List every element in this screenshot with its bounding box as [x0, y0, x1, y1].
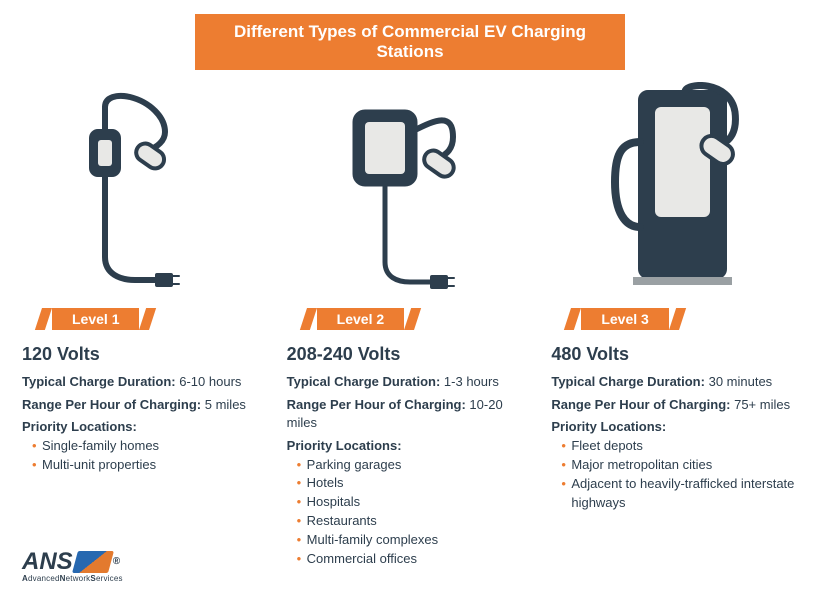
logo-subtitle: AdvancedNetworkServices: [22, 574, 123, 583]
charger-level-3-icon: [551, 82, 798, 292]
duration-spec: Typical Charge Duration: 6-10 hours: [22, 373, 269, 391]
list-item: Major metropolitan cities: [561, 456, 798, 475]
list-item: Fleet depots: [561, 437, 798, 456]
list-item: Hotels: [297, 474, 534, 493]
page-title: Different Types of Commercial EV Chargin…: [195, 14, 625, 70]
column-level-3: Level 3 480 Volts Typical Charge Duratio…: [551, 82, 798, 569]
locations-list: Single-family homes Multi-unit propertie…: [22, 437, 269, 475]
locations-list: Parking garages Hotels Hospitals Restaur…: [287, 456, 534, 569]
charger-level-2-icon: [287, 82, 534, 292]
list-item: Commercial offices: [297, 550, 534, 569]
list-item: Parking garages: [297, 456, 534, 475]
duration-spec: Typical Charge Duration: 30 minutes: [551, 373, 798, 391]
range-spec: Range Per Hour of Charging: 10-20 miles: [287, 396, 534, 432]
locations-list: Fleet depots Major metropolitan cities A…: [551, 437, 798, 512]
volts-label: 120 Volts: [22, 344, 269, 365]
level-badge: Level 2: [317, 308, 404, 330]
column-level-1: Level 1 120 Volts Typical Charge Duratio…: [22, 82, 269, 569]
list-item: Hospitals: [297, 493, 534, 512]
columns-container: Level 1 120 Volts Typical Charge Duratio…: [22, 82, 798, 569]
logo-swoosh-icon: [72, 551, 114, 573]
range-spec: Range Per Hour of Charging: 75+ miles: [551, 396, 798, 414]
locations-title: Priority Locations:: [22, 419, 269, 434]
range-spec: Range Per Hour of Charging: 5 miles: [22, 396, 269, 414]
list-item: Multi-unit properties: [32, 456, 269, 475]
logo-main: ANS®: [22, 550, 123, 574]
column-level-2: Level 2 208-240 Volts Typical Charge Dur…: [287, 82, 534, 569]
locations-title: Priority Locations:: [287, 438, 534, 453]
list-item: Restaurants: [297, 512, 534, 531]
ans-logo: ANS® AdvancedNetworkServices: [22, 550, 123, 583]
duration-spec: Typical Charge Duration: 1-3 hours: [287, 373, 534, 391]
list-item: Adjacent to heavily-trafficked interstat…: [561, 475, 798, 513]
level-badge: Level 1: [52, 308, 139, 330]
list-item: Multi-family complexes: [297, 531, 534, 550]
list-item: Single-family homes: [32, 437, 269, 456]
volts-label: 480 Volts: [551, 344, 798, 365]
locations-title: Priority Locations:: [551, 419, 798, 434]
level-badge: Level 3: [581, 308, 668, 330]
volts-label: 208-240 Volts: [287, 344, 534, 365]
charger-level-1-icon: [22, 82, 269, 292]
